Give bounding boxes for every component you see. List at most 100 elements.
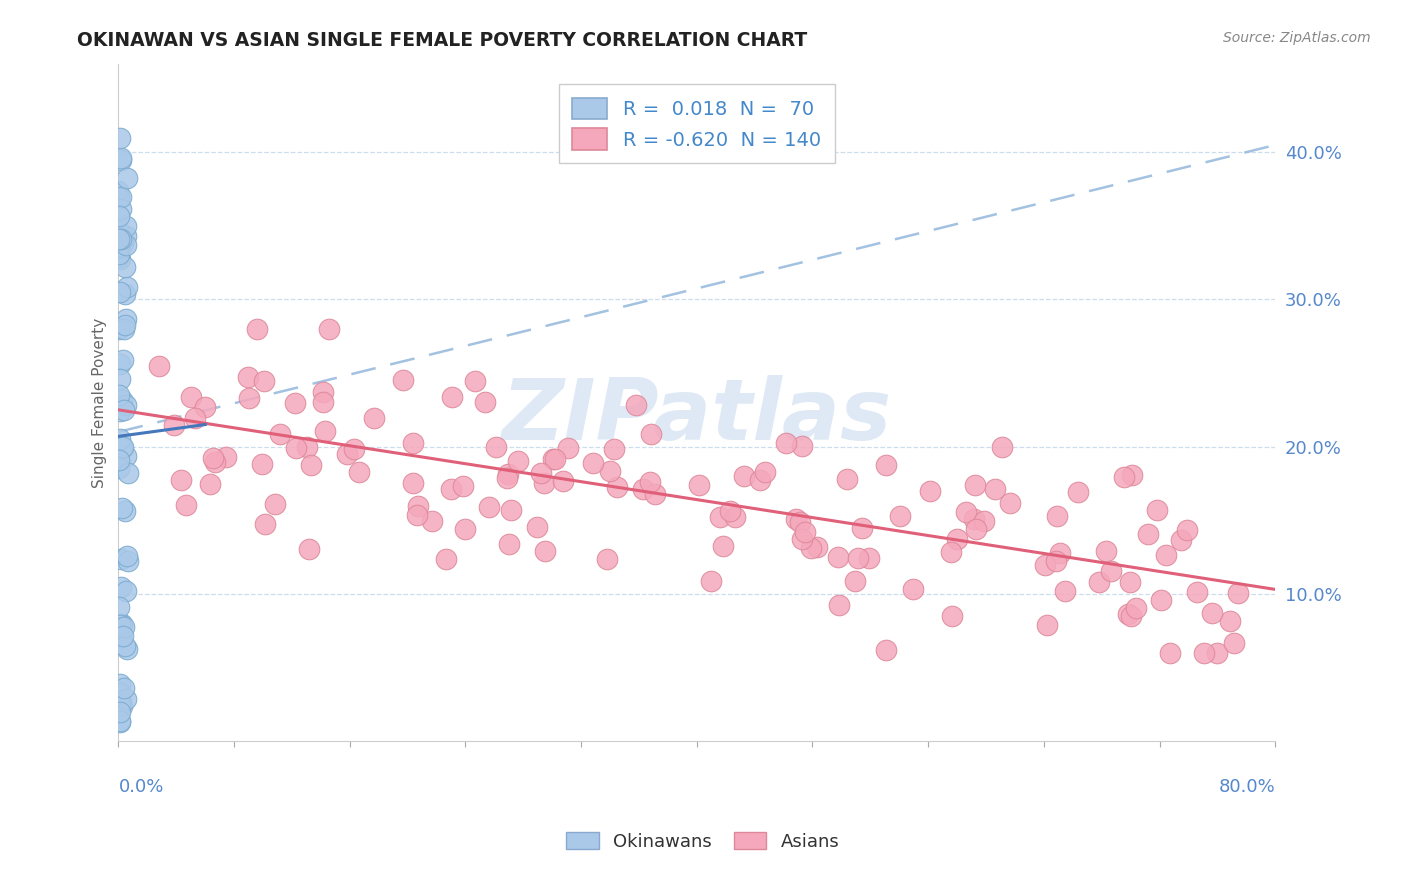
Point	[115, 238, 138, 252]
Point	[108, 705, 131, 719]
Point	[946, 532, 969, 546]
Point	[955, 505, 977, 519]
Point	[115, 584, 138, 599]
Point	[108, 209, 131, 223]
Point	[973, 514, 995, 528]
Point	[965, 477, 987, 491]
Point	[1159, 646, 1181, 660]
Point	[530, 466, 553, 480]
Point	[1036, 618, 1059, 632]
Point	[434, 552, 457, 566]
Point	[108, 247, 131, 261]
Point	[553, 474, 575, 488]
Point	[453, 479, 475, 493]
Point	[1201, 606, 1223, 620]
Point	[846, 550, 869, 565]
Point	[108, 285, 131, 300]
Point	[114, 640, 136, 654]
Point	[624, 398, 647, 412]
Point	[392, 372, 415, 386]
Point	[1095, 544, 1118, 558]
Point	[111, 501, 134, 516]
Legend: R =  0.018  N =  70, R = -0.620  N = 140: R = 0.018 N = 70, R = -0.620 N = 140	[558, 84, 835, 163]
Point	[1175, 523, 1198, 537]
Point	[474, 394, 496, 409]
Point	[606, 480, 628, 494]
Point	[506, 454, 529, 468]
Point	[754, 465, 776, 479]
Point	[1046, 509, 1069, 524]
Point	[644, 487, 666, 501]
Point	[215, 450, 238, 464]
Point	[1088, 575, 1111, 590]
Point	[800, 541, 823, 556]
Text: OKINAWAN VS ASIAN SINGLE FEMALE POVERTY CORRELATION CHART: OKINAWAN VS ASIAN SINGLE FEMALE POVERTY …	[77, 31, 807, 50]
Point	[835, 472, 858, 486]
Point	[1170, 533, 1192, 548]
Point	[496, 467, 519, 481]
Point	[402, 436, 425, 450]
Point	[501, 503, 523, 517]
Point	[110, 232, 132, 246]
Point	[108, 191, 131, 205]
Point	[851, 521, 873, 535]
Point	[640, 426, 662, 441]
Point	[1137, 527, 1160, 541]
Point	[200, 477, 222, 491]
Point	[718, 503, 741, 517]
Point	[889, 509, 911, 524]
Point	[526, 520, 548, 534]
Point	[115, 170, 138, 185]
Point	[108, 714, 131, 729]
Point	[1150, 593, 1173, 607]
Point	[700, 574, 723, 588]
Point	[918, 484, 941, 499]
Point	[1206, 646, 1229, 660]
Point	[115, 398, 138, 412]
Point	[112, 620, 135, 634]
Point	[1114, 469, 1136, 483]
Point	[347, 465, 370, 479]
Point	[162, 418, 184, 433]
Point	[112, 321, 135, 335]
Point	[1045, 554, 1067, 568]
Point	[875, 458, 897, 472]
Point	[939, 544, 962, 558]
Point	[108, 372, 131, 386]
Point	[603, 442, 626, 456]
Point	[1054, 583, 1077, 598]
Point	[204, 455, 226, 469]
Point	[108, 357, 131, 371]
Point	[485, 440, 508, 454]
Point	[844, 574, 866, 588]
Point	[312, 395, 335, 409]
Point	[184, 411, 207, 425]
Point	[111, 442, 134, 456]
Point	[631, 483, 654, 497]
Point	[901, 582, 924, 596]
Point	[245, 322, 267, 336]
Point	[110, 153, 132, 167]
Point	[148, 359, 170, 373]
Point	[114, 449, 136, 463]
Point	[557, 441, 579, 455]
Point	[108, 617, 131, 632]
Y-axis label: Single Female Poverty: Single Female Poverty	[93, 318, 107, 488]
Point	[582, 456, 605, 470]
Point	[440, 390, 463, 404]
Point	[533, 544, 555, 558]
Point	[110, 631, 132, 645]
Point	[314, 424, 336, 438]
Point	[108, 322, 131, 336]
Point	[238, 370, 260, 384]
Point	[107, 239, 129, 253]
Point	[117, 641, 139, 656]
Point	[269, 427, 291, 442]
Point	[114, 318, 136, 332]
Point	[114, 228, 136, 243]
Point	[111, 629, 134, 643]
Point	[1125, 601, 1147, 615]
Point	[858, 551, 880, 566]
Point	[1116, 607, 1139, 621]
Point	[112, 402, 135, 417]
